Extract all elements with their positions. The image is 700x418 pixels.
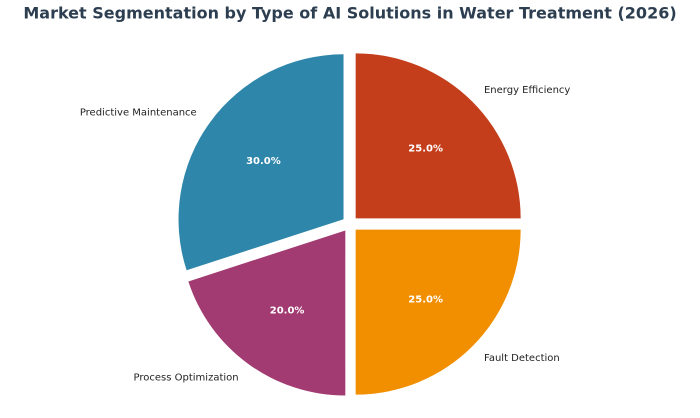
slice-label: Process Optimization bbox=[134, 372, 239, 383]
pie-slice bbox=[355, 229, 521, 395]
slice-label: Fault Detection bbox=[484, 353, 560, 364]
pie-slice bbox=[188, 230, 346, 396]
slice-label: Predictive Maintenance bbox=[80, 108, 197, 119]
chart-title: Market Segmentation by Type of AI Soluti… bbox=[23, 4, 676, 23]
pie-slice bbox=[178, 54, 344, 271]
value-label: 30.0% bbox=[246, 156, 281, 167]
value-label: 25.0% bbox=[408, 143, 443, 154]
value-label: 20.0% bbox=[270, 306, 305, 317]
pie-slice bbox=[355, 53, 521, 219]
value-label: 25.0% bbox=[408, 295, 443, 306]
slice-label: Energy Efficiency bbox=[484, 85, 570, 96]
